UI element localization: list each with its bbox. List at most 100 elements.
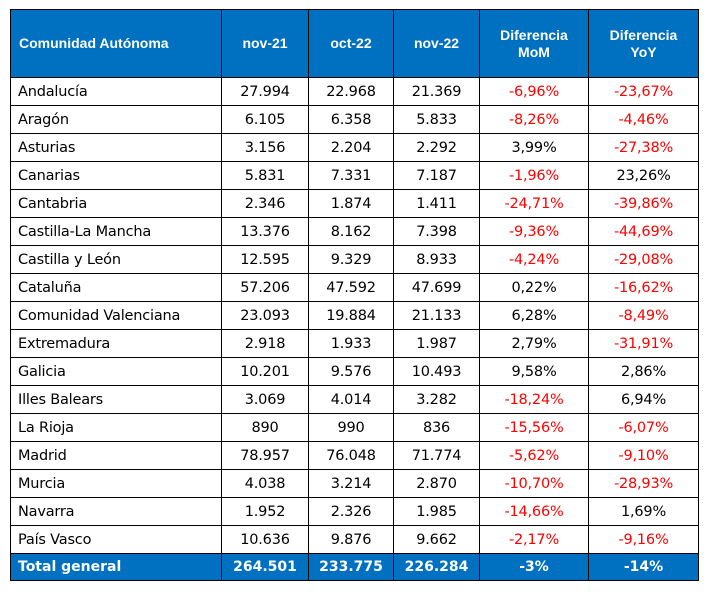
cell-diferencia-yoy: -4,46% bbox=[588, 105, 699, 134]
cell-diferencia-yoy: 6,94% bbox=[588, 385, 699, 414]
cell-nov-22: 7.187 bbox=[393, 161, 480, 190]
cell-nov-22: 836 bbox=[393, 413, 480, 442]
cell-diferencia-mom: 2,79% bbox=[479, 329, 589, 358]
cell-nov-22: 3.282 bbox=[393, 385, 480, 414]
cell-oct-22: 2.204 bbox=[308, 133, 394, 162]
cell-diferencia-yoy: 23,26% bbox=[588, 161, 699, 190]
cell-diferencia-yoy: -9,16% bbox=[588, 525, 699, 554]
cell-nov-22: 9.662 bbox=[393, 525, 480, 554]
cell-diferencia-yoy: 1,69% bbox=[588, 497, 699, 526]
cell-diferencia-yoy: -27,38% bbox=[588, 133, 699, 162]
header-comunidad: Comunidad Autónoma bbox=[10, 9, 222, 78]
cell-oct-22: 9.329 bbox=[308, 245, 394, 274]
cell-diferencia-mom: -2,17% bbox=[479, 525, 589, 554]
cell-oct-22: 9.576 bbox=[308, 357, 394, 386]
cell-diferencia-mom: 3,99% bbox=[479, 133, 589, 162]
data-table: Comunidad Autónoma nov-21 oct-22 nov-22 … bbox=[10, 9, 699, 581]
table-row: Cataluña 57.206 47.592 47.699 0,22% -16,62% bbox=[10, 273, 699, 302]
cell-nov-21: 3.156 bbox=[221, 133, 309, 162]
cell-diferencia-mom: -18,24% bbox=[479, 385, 589, 414]
cell-oct-22: 76.048 bbox=[308, 441, 394, 470]
cell-nov-21: 27.994 bbox=[221, 77, 309, 106]
cell-nov-22: 21.369 bbox=[393, 77, 480, 106]
cell-nov-22: 8.933 bbox=[393, 245, 480, 274]
cell-comunidad: La Rioja bbox=[10, 413, 222, 442]
cell-comunidad: Illes Balears bbox=[10, 385, 222, 414]
table-row: Cantabria 2.346 1.874 1.411 -24,71% -39,86% bbox=[10, 189, 699, 218]
cell-diferencia-mom: -14,66% bbox=[479, 497, 589, 526]
cell-oct-22: 9.876 bbox=[308, 525, 394, 554]
total-nov-22: 226.284 bbox=[393, 553, 480, 581]
cell-diferencia-mom: 9,58% bbox=[479, 357, 589, 386]
table-row: Murcia 4.038 3.214 2.870 -10,70% -28,93% bbox=[10, 469, 699, 498]
cell-comunidad: Asturias bbox=[10, 133, 222, 162]
cell-oct-22: 22.968 bbox=[308, 77, 394, 106]
total-nov-21: 264.501 bbox=[221, 553, 309, 581]
cell-comunidad: País Vasco bbox=[10, 525, 222, 554]
cell-nov-22: 21.133 bbox=[393, 301, 480, 330]
cell-diferencia-mom: -5,62% bbox=[479, 441, 589, 470]
cell-nov-21: 10.636 bbox=[221, 525, 309, 554]
cell-diferencia-mom: -8,26% bbox=[479, 105, 589, 134]
cell-diferencia-yoy: 2,86% bbox=[588, 357, 699, 386]
table-row: País Vasco 10.636 9.876 9.662 -2,17% -9,16% bbox=[10, 525, 699, 554]
cell-nov-22: 10.493 bbox=[393, 357, 480, 386]
cell-diferencia-yoy: -44,69% bbox=[588, 217, 699, 246]
cell-nov-22: 71.774 bbox=[393, 441, 480, 470]
cell-nov-22: 2.870 bbox=[393, 469, 480, 498]
cell-nov-21: 2.918 bbox=[221, 329, 309, 358]
cell-nov-22: 1.987 bbox=[393, 329, 480, 358]
total-oct-22: 233.775 bbox=[308, 553, 394, 581]
cell-nov-22: 1.411 bbox=[393, 189, 480, 218]
cell-diferencia-mom: -6,96% bbox=[479, 77, 589, 106]
total-label: Total general bbox=[10, 553, 222, 581]
cell-diferencia-yoy: -9,10% bbox=[588, 441, 699, 470]
header-nov-22: nov-22 bbox=[393, 9, 480, 78]
cell-diferencia-mom: -15,56% bbox=[479, 413, 589, 442]
header-yoy-line1: Diferencia bbox=[609, 26, 678, 43]
cell-comunidad: Extremadura bbox=[10, 329, 222, 358]
table-row: Illes Balears 3.069 4.014 3.282 -18,24% 6,94% bbox=[10, 385, 699, 414]
cell-diferencia-mom: 6,28% bbox=[479, 301, 589, 330]
cell-comunidad: Comunidad Valenciana bbox=[10, 301, 222, 330]
table-row: Galicia 10.201 9.576 10.493 9,58% 2,86% bbox=[10, 357, 699, 386]
cell-nov-21: 23.093 bbox=[221, 301, 309, 330]
table-footer: Total general 264.501 233.775 226.284 -3… bbox=[10, 553, 699, 581]
cell-diferencia-yoy: -29,08% bbox=[588, 245, 699, 274]
cell-comunidad: Galicia bbox=[10, 357, 222, 386]
cell-diferencia-yoy: -31,91% bbox=[588, 329, 699, 358]
cell-nov-21: 2.346 bbox=[221, 189, 309, 218]
cell-diferencia-yoy: -6,07% bbox=[588, 413, 699, 442]
cell-diferencia-yoy: -28,93% bbox=[588, 469, 699, 498]
total-yoy: -14% bbox=[588, 553, 699, 581]
table-row: Navarra 1.952 2.326 1.985 -14,66% 1,69% bbox=[10, 497, 699, 526]
cell-oct-22: 6.358 bbox=[308, 105, 394, 134]
cell-comunidad: Andalucía bbox=[10, 77, 222, 106]
table-row: Castilla y León 12.595 9.329 8.933 -4,24% -29… bbox=[10, 245, 699, 274]
total-mom: -3% bbox=[479, 553, 589, 581]
header-nov-21: nov-21 bbox=[221, 9, 309, 78]
cell-oct-22: 19.884 bbox=[308, 301, 394, 330]
table-row: Asturias 3.156 2.204 2.292 3,99% -27,38% bbox=[10, 133, 699, 162]
cell-comunidad: Murcia bbox=[10, 469, 222, 498]
header-mom-line2: MoM bbox=[518, 43, 550, 60]
cell-nov-21: 78.957 bbox=[221, 441, 309, 470]
cell-nov-21: 6.105 bbox=[221, 105, 309, 134]
table-row: Castilla-La Mancha 13.376 8.162 7.398 -9,36%… bbox=[10, 217, 699, 246]
cell-comunidad: Aragón bbox=[10, 105, 222, 134]
cell-comunidad: Cataluña bbox=[10, 273, 222, 302]
header-yoy-line2: YoY bbox=[630, 43, 657, 60]
cell-comunidad: Canarias bbox=[10, 161, 222, 190]
cell-oct-22: 47.592 bbox=[308, 273, 394, 302]
cell-nov-22: 7.398 bbox=[393, 217, 480, 246]
cell-comunidad: Madrid bbox=[10, 441, 222, 470]
cell-oct-22: 2.326 bbox=[308, 497, 394, 526]
header-diferencia-mom: Diferencia MoM bbox=[479, 9, 589, 78]
table-row: Andalucía 27.994 22.968 21.369 -6,96% -23,67% bbox=[10, 77, 699, 106]
cell-nov-21: 5.831 bbox=[221, 161, 309, 190]
cell-oct-22: 7.331 bbox=[308, 161, 394, 190]
cell-nov-21: 13.376 bbox=[221, 217, 309, 246]
table-row: Extremadura 2.918 1.933 1.987 2,79% -31,91% bbox=[10, 329, 699, 358]
header-oct-22: oct-22 bbox=[308, 9, 394, 78]
cell-nov-21: 1.952 bbox=[221, 497, 309, 526]
